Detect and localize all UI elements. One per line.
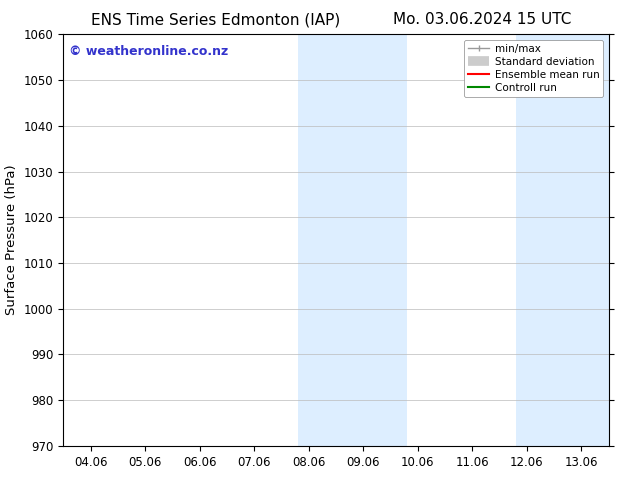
Legend: min/max, Standard deviation, Ensemble mean run, Controll run: min/max, Standard deviation, Ensemble me…	[464, 40, 604, 97]
Text: ENS Time Series Edmonton (IAP): ENS Time Series Edmonton (IAP)	[91, 12, 340, 27]
Y-axis label: Surface Pressure (hPa): Surface Pressure (hPa)	[5, 165, 18, 316]
Text: © weatheronline.co.nz: © weatheronline.co.nz	[69, 45, 228, 58]
Bar	[298, 34, 407, 446]
Text: Mo. 03.06.2024 15 UTC: Mo. 03.06.2024 15 UTC	[392, 12, 571, 27]
Bar	[516, 34, 609, 446]
